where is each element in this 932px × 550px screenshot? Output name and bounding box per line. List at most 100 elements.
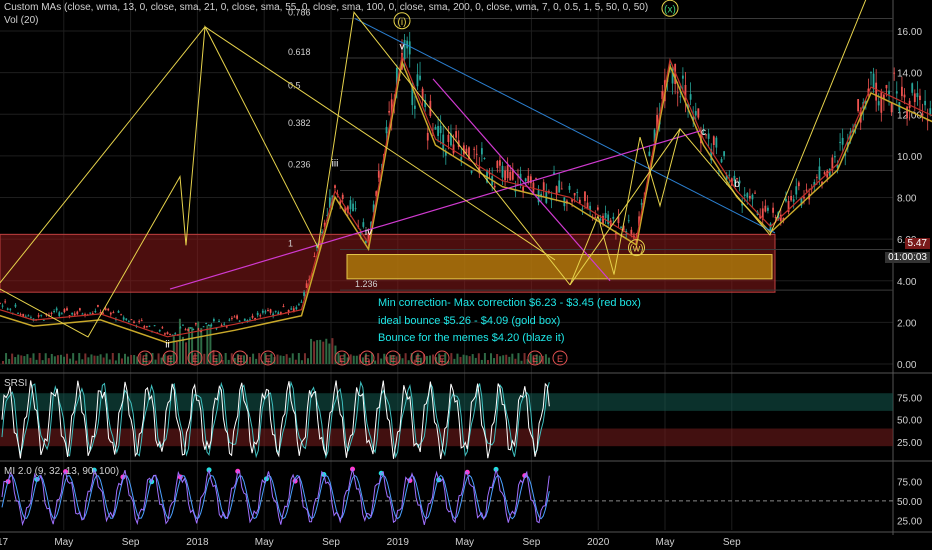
volume-bar bbox=[130, 354, 133, 364]
price-candle-body bbox=[171, 334, 174, 336]
price-candle-body bbox=[916, 93, 919, 98]
price-axis-tick: 2.00 bbox=[897, 318, 917, 329]
moving-average-line bbox=[0, 59, 932, 344]
volume-bar bbox=[258, 353, 261, 364]
fib-level-label: 0.618 bbox=[288, 47, 311, 57]
price-candle-body bbox=[493, 185, 496, 188]
price-candle-body bbox=[354, 208, 357, 210]
price-candle-body bbox=[416, 74, 419, 87]
volume-bar bbox=[322, 341, 325, 364]
price-candle-body bbox=[622, 225, 625, 231]
earnings-marker bbox=[137, 350, 153, 366]
price-candle-body bbox=[243, 318, 246, 321]
volume-bar bbox=[343, 353, 346, 364]
wave-label: c bbox=[701, 127, 706, 138]
volume-bar bbox=[505, 354, 508, 364]
price-candle-body bbox=[370, 221, 372, 229]
volume-bar bbox=[493, 358, 496, 364]
price-candle-body bbox=[718, 170, 720, 172]
price-candle-body bbox=[187, 329, 190, 331]
volume-bar bbox=[200, 327, 203, 364]
price-candle-body bbox=[823, 172, 826, 175]
price-candle-body bbox=[421, 88, 424, 101]
price-candle-body bbox=[426, 132, 429, 141]
price-candle-body bbox=[194, 323, 197, 325]
volume-bar bbox=[270, 353, 273, 364]
volume-bar bbox=[233, 357, 236, 364]
volume-bar bbox=[297, 353, 300, 364]
volume-bar bbox=[410, 353, 413, 364]
volume-bar bbox=[8, 358, 11, 364]
volume-bar bbox=[474, 357, 477, 364]
volume-bar bbox=[2, 361, 4, 364]
price-candle-body bbox=[40, 314, 43, 316]
price-candle-body bbox=[620, 226, 622, 228]
price-candle-body bbox=[671, 68, 674, 84]
price-candle-body bbox=[419, 75, 421, 80]
price-candle-body bbox=[104, 308, 107, 311]
earnings-marker bbox=[385, 350, 401, 366]
wave-label: iv bbox=[365, 227, 372, 238]
price-candle-body bbox=[390, 99, 393, 120]
earnings-marker bbox=[207, 350, 223, 366]
price-candle-body bbox=[158, 330, 161, 332]
volume-bar bbox=[511, 353, 514, 364]
wave-label-circle bbox=[628, 239, 645, 257]
gold-bounce-box bbox=[346, 254, 773, 280]
mi-label[interactable]: MI 2.0 (9, 32, 13, 90, 100) bbox=[4, 466, 120, 477]
volume-bar bbox=[538, 355, 541, 364]
price-candle-body bbox=[800, 197, 803, 206]
price-candle-body bbox=[66, 308, 68, 311]
price-candle-body bbox=[880, 92, 883, 113]
price-candle-body bbox=[272, 313, 275, 317]
price-candle-body bbox=[323, 222, 326, 227]
srsi-line bbox=[1, 380, 550, 460]
srsi-label[interactable]: SRSI bbox=[4, 378, 28, 389]
price-candle-body bbox=[385, 126, 388, 134]
price-candle-body bbox=[109, 312, 112, 315]
price-candle-body bbox=[89, 312, 92, 314]
volume-bar bbox=[169, 355, 172, 364]
volume-bar bbox=[212, 349, 215, 364]
volume-bar bbox=[444, 353, 447, 364]
price-candle-body bbox=[759, 215, 762, 219]
volume-bar bbox=[456, 353, 459, 364]
earnings-marker bbox=[162, 350, 178, 366]
price-candle-body bbox=[872, 73, 875, 90]
wave-label: iii bbox=[332, 158, 339, 169]
volume-bar bbox=[438, 353, 441, 364]
note-meme-bounce: Bounce for the memes $4.20 (blaze it) bbox=[378, 332, 565, 344]
price-candle-body bbox=[496, 161, 499, 168]
price-candle-body bbox=[68, 315, 71, 317]
price-candle-body bbox=[712, 136, 715, 145]
price-candle-body bbox=[372, 204, 375, 213]
volume-indicator-label[interactable]: Vol (20) bbox=[4, 15, 39, 26]
price-candle-body bbox=[76, 311, 79, 315]
price-candle-body bbox=[112, 312, 115, 314]
price-candle-body bbox=[702, 133, 705, 135]
volume-bar bbox=[331, 338, 334, 364]
price-candle-body bbox=[133, 321, 135, 324]
price-candle-body bbox=[179, 327, 182, 329]
time-axis-tick: May bbox=[54, 537, 73, 548]
price-candle-body bbox=[527, 175, 530, 182]
price-candle-body bbox=[352, 203, 354, 212]
volume-bar bbox=[136, 356, 139, 364]
price-candle-body bbox=[63, 309, 66, 312]
price-candle-body bbox=[532, 182, 535, 193]
volume-bar bbox=[352, 355, 355, 364]
price-candle-body bbox=[256, 312, 259, 316]
price-candle-body bbox=[877, 101, 880, 106]
volume-bar bbox=[407, 360, 410, 364]
price-candle-body bbox=[813, 182, 816, 187]
volume-bar bbox=[38, 353, 41, 364]
volume-bar bbox=[310, 338, 313, 364]
ma-indicator-label[interactable]: Custom MAs (close, wma, 13, 0, close, sm… bbox=[4, 2, 649, 13]
volume-bar bbox=[191, 327, 194, 364]
price-candle-body bbox=[341, 194, 344, 199]
price-candle-body bbox=[612, 216, 615, 219]
price-candle-body bbox=[14, 304, 17, 307]
price-candle-body bbox=[777, 212, 780, 221]
price-candle-body bbox=[184, 329, 187, 331]
